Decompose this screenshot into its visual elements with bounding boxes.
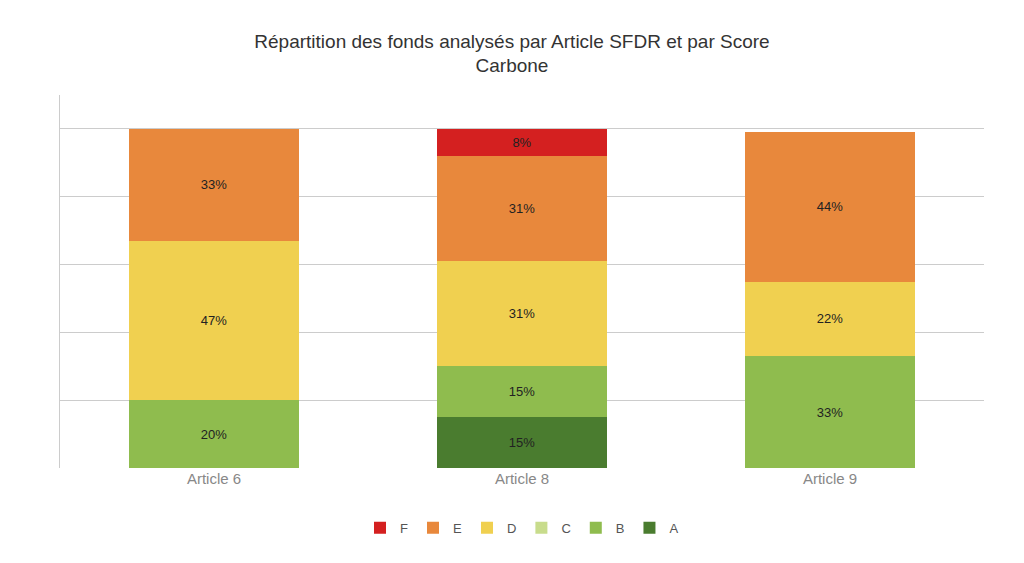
svg-text:15%: 15%: [509, 384, 535, 399]
svg-text:E: E: [453, 521, 462, 536]
svg-text:D: D: [507, 521, 516, 536]
svg-text:33%: 33%: [201, 177, 227, 192]
svg-text:Répartition des fonds analysés: Répartition des fonds analysés par Artic…: [254, 31, 769, 77]
svg-text:31%: 31%: [509, 201, 535, 216]
svg-text:A: A: [669, 521, 678, 536]
svg-text:44%: 44%: [817, 199, 843, 214]
svg-text:Article 8: Article 8: [495, 470, 549, 487]
svg-text:F: F: [400, 521, 408, 536]
svg-text:B: B: [616, 521, 625, 536]
svg-text:8%: 8%: [512, 135, 531, 150]
svg-text:C: C: [561, 521, 570, 536]
svg-text:31%: 31%: [509, 306, 535, 321]
svg-text:20%: 20%: [201, 427, 227, 442]
svg-text:Article 9: Article 9: [803, 470, 857, 487]
svg-text:Article 6: Article 6: [187, 470, 241, 487]
svg-text:47%: 47%: [201, 313, 227, 328]
svg-text:33%: 33%: [817, 405, 843, 420]
svg-text:15%: 15%: [509, 435, 535, 450]
svg-text:22%: 22%: [817, 311, 843, 326]
